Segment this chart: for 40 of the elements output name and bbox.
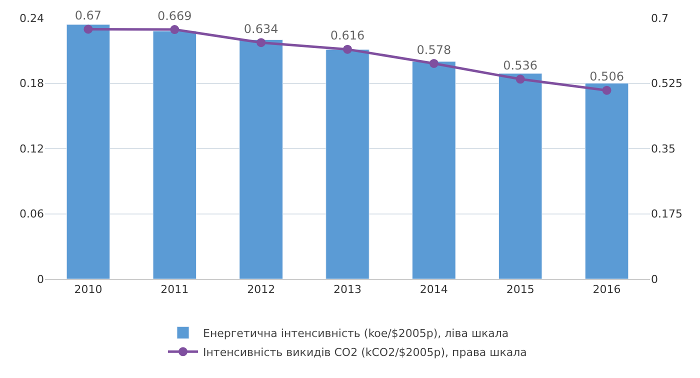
y-tick-label: 0.24	[20, 12, 44, 25]
legend-label: Інтенсивність викидів CO2 (kCO2/$2005р), права шкала	[203, 346, 527, 359]
x-tick-label: 2016	[592, 283, 621, 296]
data-label: 0.67	[74, 8, 102, 23]
y-tick-label: 0.06	[20, 208, 44, 221]
point	[256, 38, 266, 48]
bar	[152, 30, 196, 279]
y2-tick-label: 0.525	[651, 77, 682, 90]
point	[84, 24, 93, 34]
x-tick-label: 2015	[506, 283, 534, 296]
bar	[498, 73, 542, 279]
y2-tick-label: 0.175	[651, 208, 682, 221]
point	[602, 86, 612, 95]
y2-tick-label: 0.35	[651, 142, 676, 156]
y-tick-label: 0	[37, 272, 44, 286]
data-label: 0.578	[416, 42, 452, 57]
data-label: 0.616	[330, 28, 365, 43]
y-tick-label: 0.18	[20, 77, 44, 90]
y2-tick-label: 0	[651, 272, 658, 286]
y2-tick-label: 0.7	[651, 12, 668, 25]
data-label: 0.669	[157, 8, 192, 23]
x-tick-label: 2012	[247, 283, 276, 296]
bar	[239, 40, 283, 279]
legend-label: Енергетична інтенсивність (koe/$2005р), ліва шкала	[203, 326, 509, 340]
x-tick-label: 2010	[74, 283, 102, 296]
point	[516, 74, 525, 84]
data-label: 0.634	[244, 22, 278, 36]
data-label: 0.536	[503, 58, 538, 73]
y-tick-label: 0.12	[20, 142, 44, 156]
bar	[326, 49, 370, 279]
x-tick-label: 2013	[334, 283, 362, 296]
bar	[412, 61, 456, 279]
point	[170, 25, 180, 34]
x-tick-label: 2011	[160, 283, 189, 296]
point	[343, 44, 352, 54]
bar	[66, 24, 110, 279]
data-label: 0.506	[590, 70, 624, 84]
point	[429, 58, 438, 68]
x-tick-label: 2014	[420, 283, 448, 296]
bar	[584, 83, 629, 279]
